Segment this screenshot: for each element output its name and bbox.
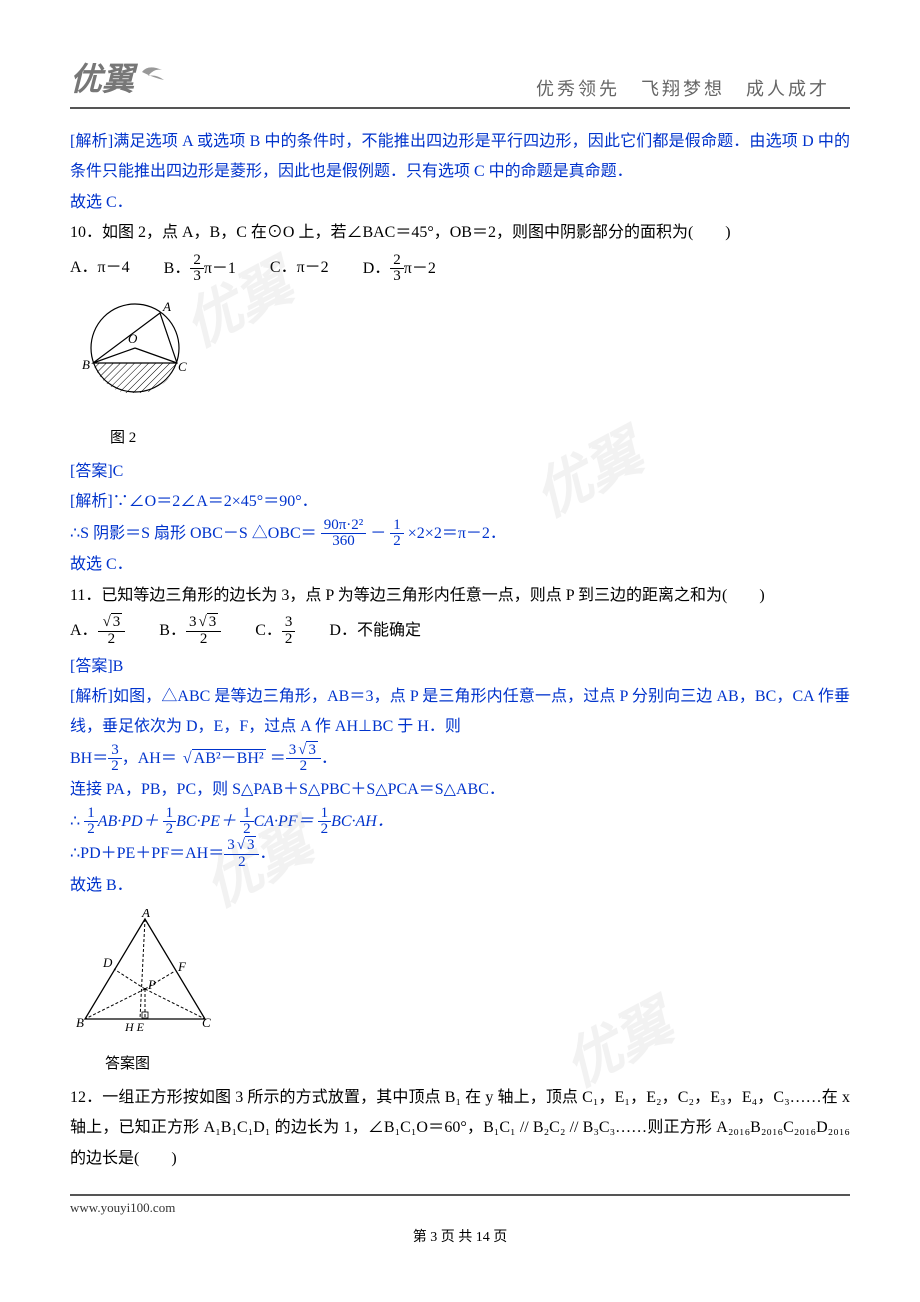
q12-stem: 12．一组正方形按如图 3 所示的方式放置，其中顶点 B₁ 在 y 轴上，顶点 … — [70, 1083, 850, 1174]
q11-area-sum: 连接 PA，PB，PC，则 S△PAB＋S△PBC＋S△PCA＝S△ABC． — [70, 775, 850, 805]
svg-text:H E: H E — [124, 1020, 145, 1034]
q11-figure: A B C D F P H E 答案图 — [70, 909, 850, 1079]
svg-text:P: P — [147, 977, 156, 992]
q10-opt-c: C．π－2 — [270, 253, 329, 283]
svg-text:A: A — [162, 299, 171, 314]
header-slogan: 优秀领先 飞翔梦想 成人成才 — [180, 75, 850, 105]
q11-figure-caption: 答案图 — [70, 1050, 850, 1079]
page-number: 第 3 页 共 14 页 — [70, 1226, 850, 1246]
header-divider — [70, 107, 850, 109]
q10-figure: A O B C 图 2 — [70, 293, 850, 453]
svg-text:C: C — [178, 359, 187, 374]
svg-text:C: C — [202, 1015, 211, 1030]
q10-opt-b: B．23π－1 — [164, 253, 236, 286]
q11-answer: [答案]B — [70, 652, 850, 682]
analysis-label: [解析] — [70, 133, 113, 150]
q10-stem: 10．如图 2，点 A，B，C 在⊙O 上，若∠BAC＝45°，OB＝2，则图中… — [70, 218, 850, 248]
q9-conclusion: 故选 C． — [70, 188, 850, 218]
svg-text:A: A — [141, 909, 150, 920]
q10-options: A．π－4 B．23π－1 C．π－2 D．23π－2 — [70, 253, 850, 286]
q10-answer: [答案]C — [70, 457, 850, 487]
q11-opt-b: B．3√32 — [159, 615, 221, 648]
svg-text:B: B — [76, 1015, 84, 1030]
q11-equation: ∴ 12AB·PD＋ 12BC·PE＋ 12CA·PF＝ 12BC·AH． — [70, 806, 850, 839]
footer-divider — [70, 1194, 850, 1196]
svg-text:优翼: 优翼 — [70, 61, 139, 97]
q10-analysis-line2: ∴S 阴影＝S 扇形 OBC－S △OBC＝ 90π·2²360 － 12 ×2… — [70, 518, 850, 551]
svg-text:O: O — [128, 331, 138, 346]
q11-opt-c: C．32 — [255, 615, 295, 648]
q11-opt-a: A．√32 — [70, 615, 125, 648]
q11-opt-d: D．不能确定 — [329, 616, 421, 646]
footer-url: www.youyi100.com — [70, 1200, 850, 1216]
q11-options: A．√32 B．3√32 C．32 D．不能确定 — [70, 615, 850, 648]
q10-opt-a: A．π－4 — [70, 253, 130, 283]
q11-analysis-l1: [解析]如图，△ABC 是等边三角形，AB＝3，点 P 是三角形内任意一点，过点… — [70, 682, 850, 743]
q11-bh-ah-line: BH＝32，AH＝ √AB²－BH² ＝3√32． — [70, 743, 850, 776]
q10-conclusion: 故选 C． — [70, 550, 850, 580]
q10-opt-d: D．23π－2 — [363, 253, 436, 286]
svg-text:F: F — [177, 959, 187, 974]
q11-conclusion: 故选 B． — [70, 871, 850, 901]
q10-figure-caption: 图 2 — [70, 424, 850, 453]
q11-stem: 11．已知等边三角形的边长为 3，点 P 为等边三角形内任意一点，则点 P 到三… — [70, 581, 850, 611]
q11-final: ∴PD＋PE＋PF＝AH＝3√32． — [70, 838, 850, 871]
svg-text:D: D — [102, 955, 113, 970]
q10-analysis: [解析]∵∠O＝2∠A＝2×45°＝90°． — [70, 487, 850, 517]
q9-analysis: [解析]满足选项 A 或选项 B 中的条件时，不能推出四边形是平行四边形，因此它… — [70, 127, 850, 188]
svg-text:B: B — [82, 357, 90, 372]
brand-logo: 优翼 — [70, 60, 180, 105]
